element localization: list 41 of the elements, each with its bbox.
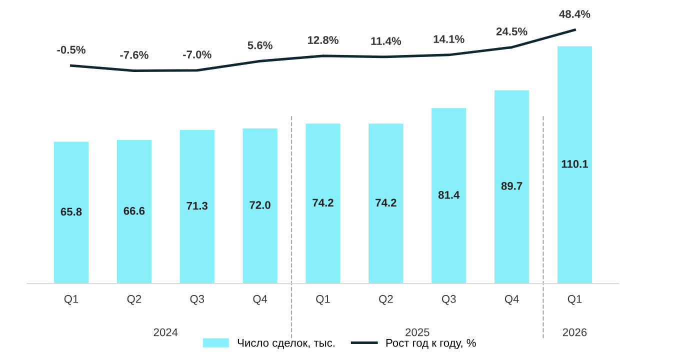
x-tick-label: Q1 (316, 295, 330, 305)
bar (368, 124, 404, 284)
bar (180, 130, 214, 284)
x-tick-label: Q3 (442, 295, 456, 305)
data-label: 14.1% (434, 35, 464, 43)
data-label: 5.6% (248, 41, 272, 50)
bar (116, 140, 152, 284)
legend-label: Рост год к году, % (386, 338, 476, 349)
bar (306, 124, 340, 284)
x-tick-label: Q2 (379, 295, 393, 305)
data-label: 71.3 (186, 202, 208, 210)
x-tick-label: Q2 (127, 295, 142, 305)
x-tick-label: Q1 (568, 295, 582, 305)
bar (494, 90, 530, 284)
data-label: -0.5% (57, 46, 86, 54)
data-label: 74.2 (376, 198, 396, 206)
data-label: 24.5% (496, 28, 528, 36)
data-label: 89.7 (501, 182, 522, 190)
text: 2024 (154, 328, 178, 336)
data-label: 12.8% (308, 36, 338, 44)
data-label: -7.6% (120, 51, 148, 59)
data-label: 48.4% (559, 10, 590, 18)
data-label: 110.1 (562, 160, 588, 168)
data-label: 65.8 (60, 208, 82, 216)
x-tick-label: Q4 (504, 295, 519, 305)
bar (242, 128, 278, 284)
data-label: 72.0 (250, 201, 270, 209)
x-tick-label: Q1 (64, 295, 78, 305)
data-label: -7.0% (183, 50, 212, 58)
bar (557, 46, 592, 284)
data-label: 11.4% (371, 37, 402, 45)
data-label: 81.4 (438, 190, 460, 199)
text: 2025 (406, 328, 430, 336)
data-label: 74.2 (312, 198, 334, 206)
legend-label: Число сделок, тыс. (238, 339, 334, 349)
text: 2026 (562, 328, 587, 336)
bar (432, 108, 466, 284)
bar (54, 142, 89, 284)
x-tick-label: Q3 (190, 295, 204, 305)
x-tick-label: Q4 (253, 295, 268, 305)
data-label: 66.6 (124, 206, 145, 215)
